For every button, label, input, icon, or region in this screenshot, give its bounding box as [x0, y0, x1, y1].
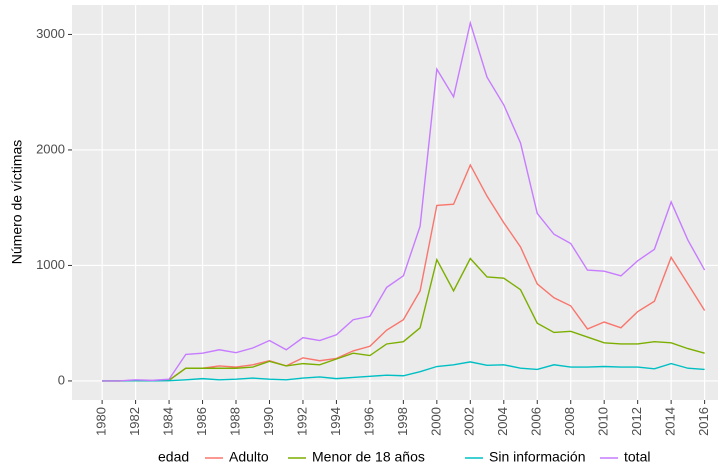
y-tick-label: 0 — [58, 372, 65, 387]
panel — [72, 5, 718, 400]
x-tick-label: 1984 — [161, 407, 176, 436]
y-tick-label: 3000 — [36, 26, 65, 41]
legend-title: edad — [158, 449, 189, 465]
legend-label: Menor de 18 años — [312, 449, 425, 465]
x-tick-label: 1980 — [94, 407, 109, 436]
series-line — [102, 20, 706, 382]
x-tick-label: 2014 — [663, 407, 678, 436]
legend-label: Adulto — [229, 449, 269, 465]
x-tick-label: 2012 — [629, 407, 644, 436]
x-tick-label: 2004 — [495, 407, 510, 436]
x-tick-label: 2016 — [696, 407, 711, 436]
x-tick-label: 1992 — [294, 407, 309, 436]
x-tick-label: 1988 — [227, 407, 242, 436]
x-tick-label: 1990 — [261, 407, 276, 436]
legend-label: Sin información — [489, 449, 586, 465]
x-tick-label: 1982 — [127, 407, 142, 436]
series-line — [102, 361, 705, 382]
y-axis-label: Número de víctimas — [9, 140, 25, 264]
x-tick-label: 1994 — [328, 407, 343, 436]
x-tick-label: 1986 — [194, 407, 209, 436]
y-tick-label: 1000 — [36, 257, 65, 272]
series-line — [102, 257, 705, 382]
x-tick-label: 1998 — [395, 407, 410, 436]
legend-label: total — [624, 449, 650, 465]
x-tick-label: 2000 — [428, 407, 443, 436]
x-tick-label: 1996 — [361, 407, 376, 436]
x-tick-label: 2002 — [462, 407, 477, 436]
x-tick-label: 2006 — [529, 407, 544, 436]
y-tick-label: 2000 — [36, 141, 65, 156]
x-tick-label: 2010 — [596, 407, 611, 436]
x-tick-label: 2008 — [562, 407, 577, 436]
